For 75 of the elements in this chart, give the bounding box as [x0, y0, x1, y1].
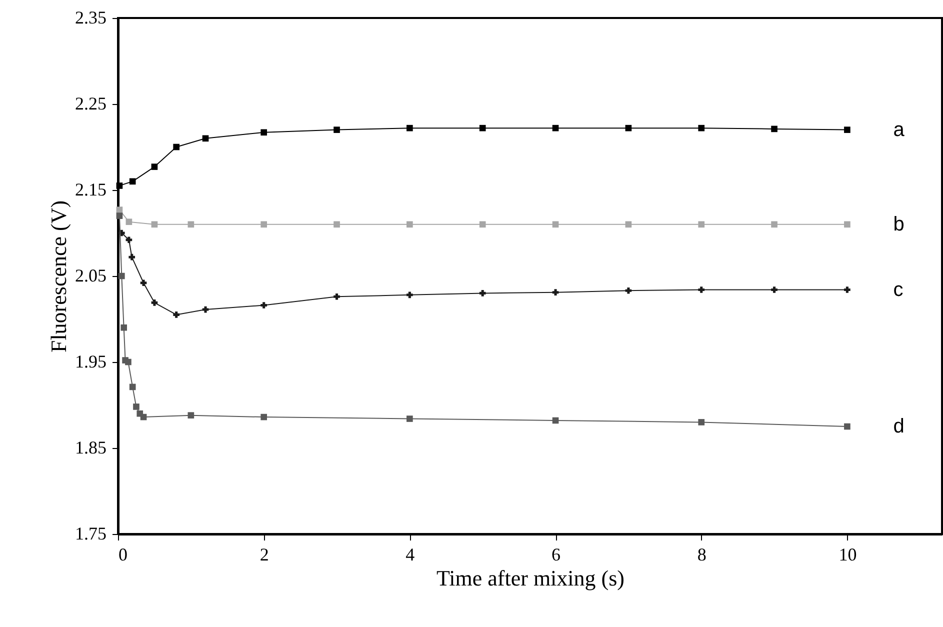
point — [202, 135, 209, 142]
point — [188, 221, 194, 228]
point — [844, 221, 850, 228]
point — [479, 290, 486, 296]
y-axis-title: Fluorescence (V) — [46, 200, 71, 353]
x-tick-label: 8 — [697, 544, 706, 564]
point — [151, 164, 158, 170]
text: d — [893, 416, 904, 438]
point — [116, 182, 123, 189]
point — [479, 221, 486, 228]
point — [625, 124, 632, 132]
point — [120, 324, 127, 331]
x-tick-label: 0 — [118, 544, 128, 564]
point — [260, 302, 268, 308]
point — [625, 221, 632, 228]
point — [118, 272, 125, 280]
point — [151, 300, 158, 306]
point — [118, 230, 125, 236]
point — [188, 412, 194, 418]
point — [552, 417, 559, 424]
text: c — [893, 278, 904, 301]
x-tick-label: 10 — [838, 544, 857, 564]
point — [173, 144, 180, 150]
point — [698, 124, 705, 132]
y-tick-label: 1.85 — [75, 438, 106, 458]
point — [126, 236, 132, 244]
point — [334, 221, 340, 228]
point — [625, 287, 632, 294]
x-tick-label: 6 — [552, 544, 561, 564]
point — [844, 286, 850, 293]
point — [771, 286, 778, 293]
point — [334, 293, 340, 300]
y-tick-label: 1.75 — [75, 524, 106, 544]
point — [406, 416, 413, 422]
point — [151, 221, 158, 228]
point — [125, 358, 132, 366]
point — [260, 414, 268, 420]
point — [129, 384, 136, 390]
point — [406, 221, 413, 228]
text: b — [893, 213, 904, 236]
point — [698, 221, 705, 228]
point — [479, 124, 486, 132]
y-tick-label: 1.95 — [75, 352, 106, 372]
point — [116, 212, 123, 219]
point — [129, 178, 136, 185]
point — [771, 221, 778, 228]
point — [116, 206, 123, 213]
point — [552, 124, 559, 132]
y-tick-label: 2.35 — [75, 8, 106, 28]
point — [552, 289, 559, 296]
point — [128, 254, 136, 260]
x-tick-label: 4 — [406, 544, 415, 564]
point — [334, 126, 340, 133]
point — [260, 221, 268, 228]
point — [406, 292, 413, 298]
point — [698, 286, 705, 293]
point — [698, 419, 705, 426]
point — [552, 221, 559, 228]
text: a — [893, 118, 906, 141]
x-axis-title: Time after mixing (s) — [436, 566, 624, 590]
point — [844, 423, 850, 430]
point — [202, 306, 209, 313]
point — [406, 124, 413, 132]
point — [771, 126, 778, 132]
point — [140, 280, 147, 286]
point — [126, 218, 132, 225]
y-tick-label: 2.05 — [75, 266, 106, 286]
point — [844, 126, 850, 133]
point — [173, 312, 180, 318]
y-tick-label: 2.25 — [75, 94, 106, 114]
y-tick-label: 2.15 — [75, 180, 106, 200]
point — [260, 129, 268, 136]
point — [140, 414, 147, 420]
point — [133, 404, 140, 410]
x-tick-label: 2 — [260, 544, 269, 564]
